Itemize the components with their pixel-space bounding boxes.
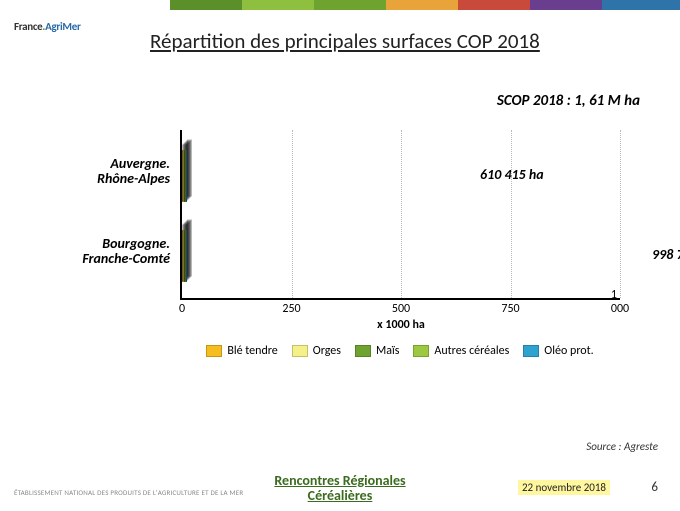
legend-item: Autres céréales — [413, 344, 509, 358]
legend-label: Autres céréales — [434, 344, 509, 358]
legend-item: Oléo prot. — [523, 344, 593, 358]
x-tick-label: 1 000 — [611, 288, 629, 316]
footer-center-line1: Rencontres Régionales — [274, 473, 405, 488]
bar-total-label: 610 415 ha — [480, 166, 544, 183]
footer-establishment: ÉTABLISSEMENT NATIONAL DES PRODUITS DE L… — [14, 488, 243, 497]
legend-swatch — [355, 345, 371, 357]
stripe — [314, 0, 386, 10]
stripe — [0, 0, 170, 10]
category-label: Bourgogne.Franche-Comté — [30, 236, 170, 267]
x-axis-title: x 1000 ha — [377, 318, 425, 332]
legend-item: Maïs — [355, 344, 399, 358]
logo: France.AgriMer — [14, 20, 81, 33]
x-tick-label: 750 — [501, 302, 519, 316]
bar-segment — [186, 230, 187, 282]
bar-segment — [186, 150, 187, 202]
gridline — [620, 130, 621, 298]
legend-swatch — [292, 345, 308, 357]
bar-row — [182, 150, 187, 202]
footer-center: Rencontres Régionales Céréalières — [274, 473, 405, 504]
bar-row — [182, 230, 187, 282]
legend: Blé tendre Orges Maïs Autres céréales Oléo p… — [180, 344, 620, 358]
legend-item: Orges — [292, 344, 341, 358]
stripe — [530, 0, 602, 10]
logo-left: France — [14, 20, 42, 33]
stripe — [458, 0, 530, 10]
legend-label: Blé tendre — [227, 344, 277, 358]
stripe — [242, 0, 314, 10]
footer-date: 22 novembre 2018 — [518, 480, 610, 495]
gridline — [401, 130, 402, 298]
legend-swatch — [523, 345, 539, 357]
x-tick-label: 0 — [179, 302, 185, 316]
x-tick-label: 500 — [392, 302, 410, 316]
category-label: Auvergne.Rhône-Alpes — [30, 156, 170, 187]
plot-area: x 1000 ha 02505007501 000Auvergne.Rhône-… — [180, 130, 620, 300]
legend-label: Orges — [313, 344, 341, 358]
bar-total-label: 998 785 ha — [652, 246, 680, 263]
stripe — [170, 0, 242, 10]
legend-swatch — [206, 345, 222, 357]
legend-label: Maïs — [376, 344, 399, 358]
footer: ÉTABLISSEMENT NATIONAL DES PRODUITS DE L… — [0, 465, 680, 511]
legend-swatch — [413, 345, 429, 357]
header-stripes — [0, 0, 680, 10]
legend-item: Blé tendre — [206, 344, 277, 358]
chart: x 1000 ha 02505007501 000Auvergne.Rhône-… — [30, 120, 650, 360]
page-title: Répartition des principales surfaces COP… — [150, 28, 540, 54]
gridline — [511, 130, 512, 298]
x-tick-label: 250 — [282, 302, 300, 316]
stripe — [602, 0, 680, 10]
legend-label: Oléo prot. — [544, 344, 593, 358]
footer-page: 6 — [651, 480, 658, 495]
source-note: Source : Agreste — [586, 440, 658, 453]
subtitle: SCOP 2018 : 1, 61 M ha — [497, 92, 640, 110]
footer-center-line2: Céréalières — [274, 488, 405, 503]
stripe — [386, 0, 458, 10]
logo-right: AgriMer — [45, 20, 80, 33]
gridline — [292, 130, 293, 298]
